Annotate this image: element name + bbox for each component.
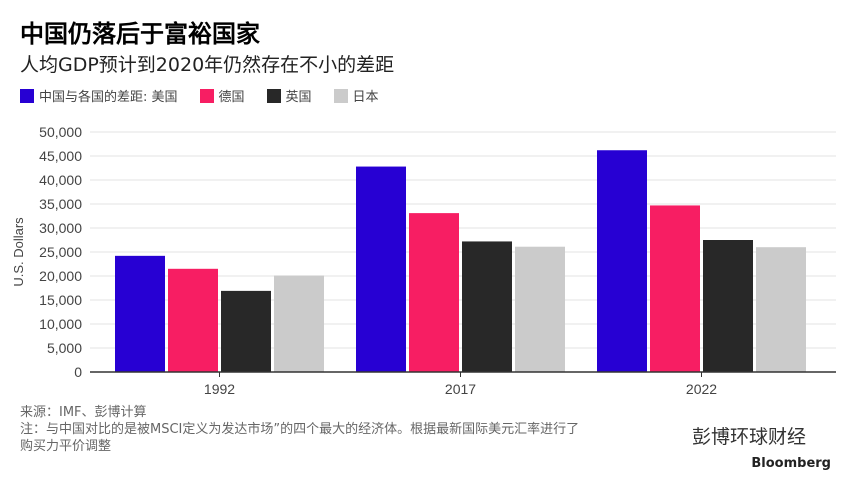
bloomberg-logo: Bloomberg	[751, 456, 831, 471]
watermark: 彭博环球财经	[692, 426, 807, 448]
legend-swatch	[333, 88, 348, 103]
y-tick-label: 35,000	[39, 196, 82, 212]
y-tick-label: 15,000	[39, 292, 82, 308]
y-tick-label: 5,000	[47, 340, 82, 356]
legend-swatch	[266, 88, 281, 103]
x-tick-label: 2022	[686, 381, 717, 397]
legend-label: 日本	[352, 90, 379, 105]
chart-title: 中国仍落后于富裕国家	[20, 20, 260, 48]
bar	[756, 247, 806, 372]
y-tick-label: 50,000	[39, 124, 82, 140]
legend-item: 日本	[333, 86, 379, 105]
bar	[515, 246, 565, 372]
y-tick-label: 0	[74, 364, 82, 380]
legend-label: 英国	[285, 90, 312, 105]
legend-item: 中国与各国的差距: 美国	[20, 86, 178, 105]
legend: 中国与各国的差距: 美国 德国 英国 日本	[20, 86, 379, 105]
note-text-2: 购买力平价调整	[20, 439, 112, 454]
bar	[221, 290, 271, 372]
bar	[650, 205, 700, 372]
y-tick-label: 20,000	[39, 268, 82, 284]
chart-subtitle: 人均GDP预计到2020年仍然存在不小的差距	[20, 54, 395, 76]
bar	[597, 150, 647, 372]
legend-item: 英国	[266, 86, 312, 105]
bar	[356, 166, 406, 372]
legend-swatch	[20, 88, 34, 103]
x-tick-label: 2017	[445, 381, 476, 397]
x-tick-label: 1992	[204, 381, 235, 397]
footer: 来源：IMF、彭博计算 注：与中国对比的是被MSCI定义为发达市场”的四个最大的…	[20, 404, 680, 455]
legend-label: 中国与各国的差距: 美国	[39, 90, 178, 105]
bar	[274, 275, 324, 372]
legend-label: 德国	[218, 90, 245, 105]
legend-item: 德国	[199, 86, 245, 105]
y-tick-label: 40,000	[39, 172, 82, 188]
bar	[462, 241, 512, 372]
bar	[703, 240, 753, 372]
y-tick-label: 25,000	[39, 244, 82, 260]
source-text: 来源：IMF、彭博计算	[20, 405, 147, 420]
bar	[168, 268, 218, 372]
y-tick-label: 45,000	[39, 148, 82, 164]
y-axis-label: U.S. Dollars	[11, 217, 26, 287]
note-text: 注：与中国对比的是被MSCI定义为发达市场”的四个最大的经济体。根据最新国际美元…	[20, 422, 580, 437]
bar	[115, 255, 165, 372]
y-tick-label: 10,000	[39, 316, 82, 332]
legend-swatch	[199, 88, 214, 103]
bar	[409, 213, 459, 372]
y-tick-label: 30,000	[39, 220, 82, 236]
